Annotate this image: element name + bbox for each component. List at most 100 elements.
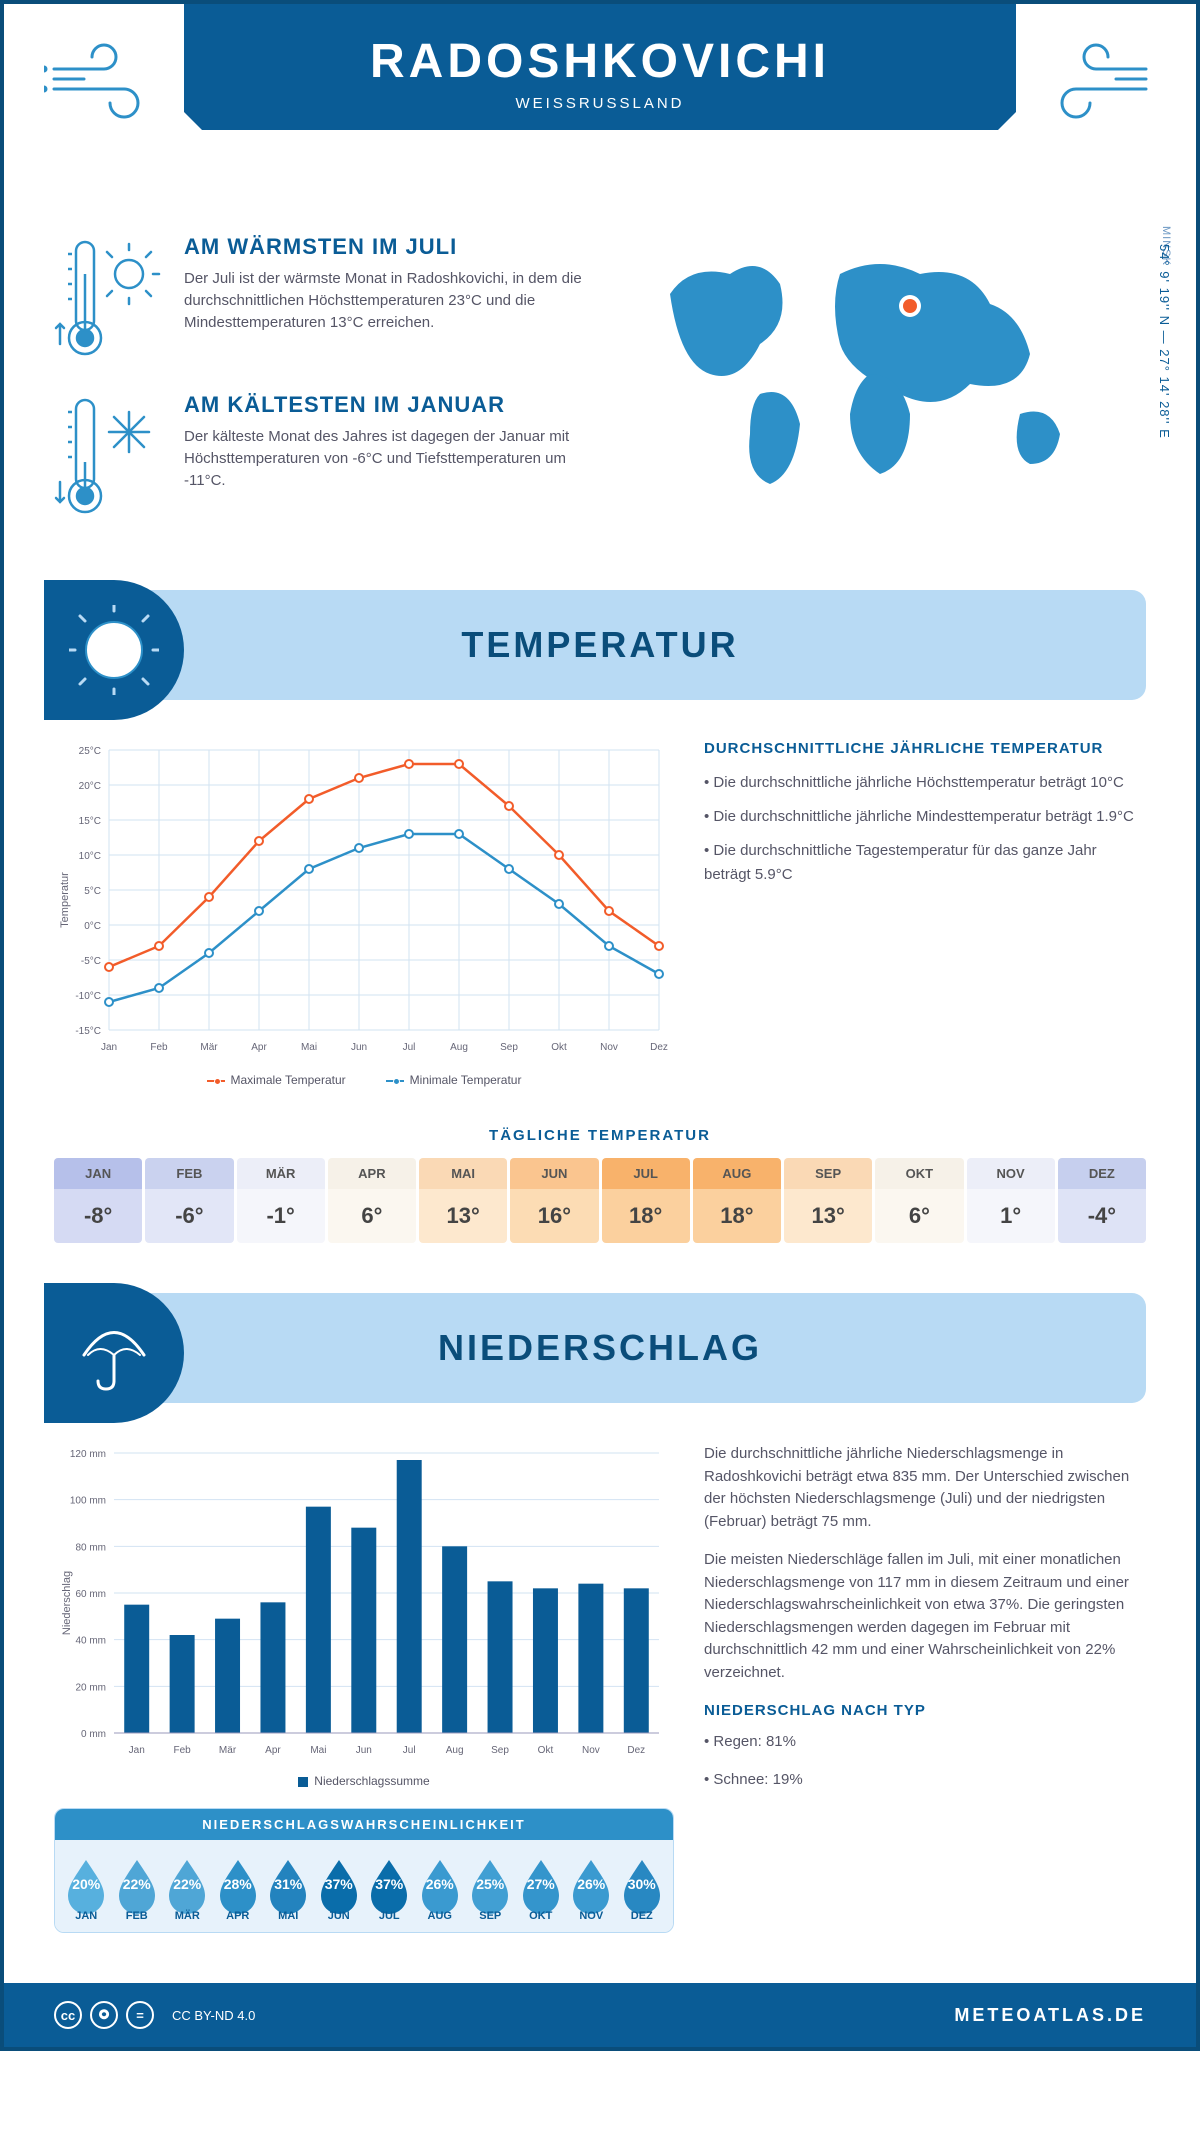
- svg-text:Jan: Jan: [129, 1745, 145, 1756]
- svg-text:Mär: Mär: [200, 1042, 218, 1053]
- by-icon: 🞉: [90, 2001, 118, 2029]
- cold-fact: AM KÄLTESTEN IM JANUAR Der kälteste Mona…: [54, 392, 610, 522]
- prob-drop: 30%DEZ: [617, 1856, 668, 1922]
- warm-fact: AM WÄRMSTEN IM JULI Der Juli ist der wär…: [54, 234, 610, 364]
- daily-cell: SEP13°: [784, 1158, 872, 1243]
- svg-text:-15°C: -15°C: [75, 1026, 101, 1037]
- svg-text:Sep: Sep: [491, 1745, 509, 1756]
- title-ribbon: RADOSHKOVICHI WEISSRUSSLAND: [184, 4, 1016, 130]
- svg-text:Aug: Aug: [450, 1042, 468, 1053]
- world-map-icon: [640, 234, 1120, 514]
- svg-text:80 mm: 80 mm: [75, 1542, 106, 1553]
- temperature-banner: TEMPERATUR: [54, 590, 1146, 700]
- svg-text:20 mm: 20 mm: [75, 1682, 106, 1693]
- svg-text:Temperatur: Temperatur: [59, 872, 71, 928]
- daily-temp-title: TÄGLICHE TEMPERATUR: [4, 1127, 1196, 1144]
- svg-text:-10°C: -10°C: [75, 991, 101, 1002]
- precip-section-title: NIEDERSCHLAG: [438, 1327, 762, 1369]
- avg-point: • Die durchschnittliche Tagestemperatur …: [704, 839, 1146, 887]
- precip-legend: Niederschlagssumme: [54, 1774, 674, 1788]
- cold-body: Der kälteste Monat des Jahres ist dagege…: [184, 426, 610, 491]
- prob-drop: 31%MAI: [263, 1856, 314, 1922]
- svg-text:Niederschlag: Niederschlag: [61, 1571, 73, 1635]
- svg-text:Jan: Jan: [101, 1042, 117, 1053]
- prob-title: NIEDERSCHLAGSWAHRSCHEINLICHKEIT: [55, 1809, 673, 1840]
- svg-text:Jun: Jun: [356, 1745, 372, 1756]
- svg-text:60 mm: 60 mm: [75, 1589, 106, 1600]
- daily-cell: APR6°: [328, 1158, 416, 1243]
- precip-probability-box: NIEDERSCHLAGSWAHRSCHEINLICHKEIT 20%JAN22…: [54, 1808, 674, 1933]
- header: RADOSHKOVICHI WEISSRUSSLAND: [4, 4, 1196, 204]
- daily-cell: DEZ-4°: [1058, 1158, 1146, 1243]
- svg-text:0 mm: 0 mm: [81, 1729, 106, 1740]
- svg-text:Feb: Feb: [150, 1042, 168, 1053]
- daily-cell: NOV1°: [967, 1158, 1055, 1243]
- prob-drop: 27%OKT: [516, 1856, 567, 1922]
- prob-drop: 22%FEB: [112, 1856, 163, 1922]
- precip-type-title: NIEDERSCHLAG NACH TYP: [704, 1700, 1146, 1723]
- svg-text:Mai: Mai: [301, 1042, 317, 1053]
- precip-type: • Schnee: 19%: [704, 1769, 1146, 1792]
- svg-text:-5°C: -5°C: [81, 956, 101, 967]
- warm-body: Der Juli ist der wärmste Monat in Radosh…: [184, 268, 610, 333]
- svg-text:Jul: Jul: [403, 1745, 416, 1756]
- svg-text:Sep: Sep: [500, 1042, 518, 1053]
- temp-section-title: TEMPERATUR: [461, 624, 738, 666]
- svg-text:Okt: Okt: [538, 1745, 554, 1756]
- svg-text:Okt: Okt: [551, 1042, 567, 1053]
- temperature-line-chart: -15°C-10°C-5°C0°C5°C10°C15°C20°C25°CJanF…: [54, 740, 674, 1060]
- svg-text:Jun: Jun: [351, 1042, 367, 1053]
- daily-temp-grid: JAN-8°FEB-6°MÄR-1°APR6°MAI13°JUN16°JUL18…: [54, 1158, 1146, 1243]
- svg-text:Apr: Apr: [265, 1745, 281, 1756]
- avg-temp-title: DURCHSCHNITTLICHE JÄHRLICHE TEMPERATUR: [704, 740, 1146, 757]
- thermometer-sun-icon: [54, 234, 164, 364]
- svg-text:Mai: Mai: [310, 1745, 326, 1756]
- daily-cell: OKT6°: [875, 1158, 963, 1243]
- country-subtitle: WEISSRUSSLAND: [184, 95, 1016, 112]
- prob-drop: 22%MÄR: [162, 1856, 213, 1922]
- daily-cell: MÄR-1°: [237, 1158, 325, 1243]
- umbrella-icon: [74, 1313, 154, 1393]
- wind-icon: [1036, 34, 1156, 134]
- svg-text:Mär: Mär: [219, 1745, 237, 1756]
- license-label: CC BY-ND 4.0: [172, 2008, 255, 2023]
- temp-legend: Maximale Temperatur Minimale Temperatur: [54, 1073, 674, 1087]
- footer: cc 🞉 = CC BY-ND 4.0 METEOATLAS.DE: [4, 1983, 1196, 2047]
- cold-title: AM KÄLTESTEN IM JANUAR: [184, 392, 610, 418]
- daily-cell: FEB-6°: [145, 1158, 233, 1243]
- precipitation-bar-chart: 0 mm20 mm40 mm60 mm80 mm100 mm120 mmNied…: [54, 1443, 674, 1763]
- prob-drop: 28%APR: [213, 1856, 264, 1922]
- svg-text:15°C: 15°C: [79, 816, 101, 827]
- svg-text:25°C: 25°C: [79, 746, 101, 757]
- prob-drop: 26%AUG: [415, 1856, 466, 1922]
- precip-banner: NIEDERSCHLAG: [54, 1293, 1146, 1403]
- wind-icon: [44, 34, 164, 134]
- precip-para: Die durchschnittliche jährliche Niedersc…: [704, 1443, 1146, 1533]
- city-title: RADOSHKOVICHI: [184, 34, 1016, 89]
- svg-text:Nov: Nov: [582, 1745, 600, 1756]
- svg-text:Feb: Feb: [174, 1745, 192, 1756]
- brand-label: METEOATLAS.DE: [954, 2005, 1146, 2026]
- svg-text:120 mm: 120 mm: [70, 1449, 106, 1460]
- nd-icon: =: [126, 2001, 154, 2029]
- prob-drop: 37%JUN: [314, 1856, 365, 1922]
- prob-drop: 26%NOV: [566, 1856, 617, 1922]
- prob-drop: 25%SEP: [465, 1856, 516, 1922]
- prob-drop: 37%JUL: [364, 1856, 415, 1922]
- svg-text:Nov: Nov: [600, 1042, 618, 1053]
- daily-cell: JAN-8°: [54, 1158, 142, 1243]
- prob-drop: 20%JAN: [61, 1856, 112, 1922]
- warm-title: AM WÄRMSTEN IM JULI: [184, 234, 610, 260]
- avg-point: • Die durchschnittliche jährliche Mindes…: [704, 805, 1146, 829]
- daily-cell: JUL18°: [602, 1158, 690, 1243]
- precip-type: • Regen: 81%: [704, 1731, 1146, 1754]
- svg-text:0°C: 0°C: [84, 921, 101, 932]
- svg-text:Aug: Aug: [446, 1745, 464, 1756]
- cc-icon: cc: [54, 2001, 82, 2029]
- svg-text:100 mm: 100 mm: [70, 1496, 106, 1507]
- svg-text:Jul: Jul: [403, 1042, 416, 1053]
- daily-cell: JUN16°: [510, 1158, 598, 1243]
- svg-text:5°C: 5°C: [84, 886, 101, 897]
- svg-text:Apr: Apr: [251, 1042, 267, 1053]
- precip-para: Die meisten Niederschläge fallen im Juli…: [704, 1549, 1146, 1684]
